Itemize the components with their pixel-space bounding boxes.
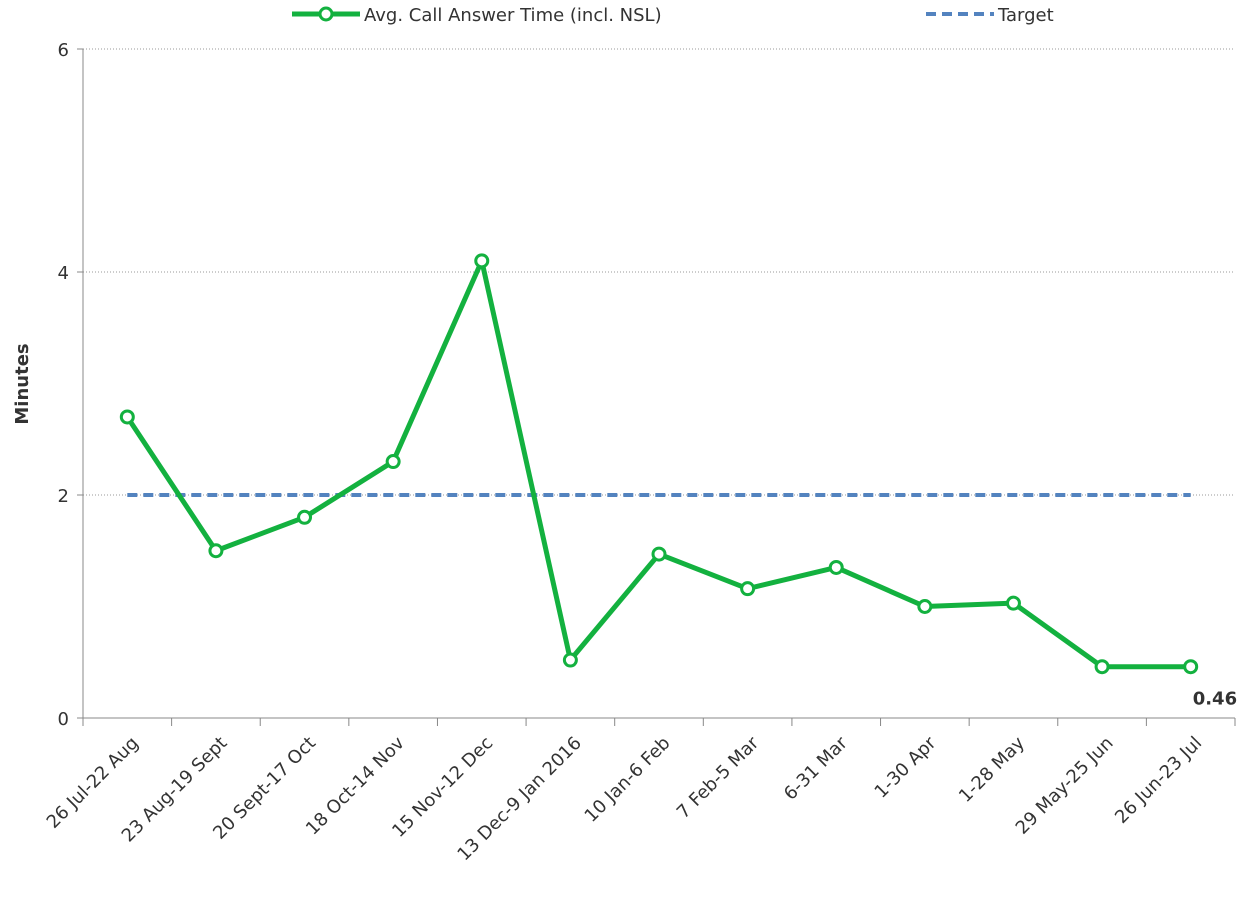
point xyxy=(1094,659,1110,675)
y-tick-label: 2 xyxy=(58,486,69,507)
legend-label: Target xyxy=(997,5,1054,26)
point xyxy=(1183,659,1199,675)
point xyxy=(562,652,578,668)
point xyxy=(119,409,135,425)
point xyxy=(917,599,933,614)
x-tick-label: 1-28 May xyxy=(955,732,1029,806)
x-tick-label: 26 Jun-23 Jul xyxy=(1111,733,1206,828)
point xyxy=(385,454,401,470)
y-tick-label: 6 xyxy=(58,40,69,61)
x-tick-label: 10 Jan-6 Feb xyxy=(581,733,675,827)
legend-label: Avg. Call Answer Time (incl. NSL) xyxy=(364,5,662,26)
point xyxy=(740,581,756,597)
point xyxy=(828,559,844,575)
x-tick-label: 6-31 Mar xyxy=(780,732,852,804)
x-tick-label: 1-30 Apr xyxy=(871,732,941,802)
legend-marker xyxy=(318,6,334,22)
data-label: 0.46 xyxy=(1193,689,1237,710)
point xyxy=(297,509,313,525)
y-axis-label: Minutes xyxy=(12,343,33,424)
x-tick-label: 26 Jul-22 Aug xyxy=(43,733,143,833)
point xyxy=(208,543,224,559)
series-line xyxy=(125,258,1191,670)
x-tick-label: 7 Feb-5 Mar xyxy=(673,732,764,823)
y-tick-label: 0 xyxy=(58,709,69,730)
point xyxy=(474,253,490,269)
y-tick-label: 4 xyxy=(58,263,69,284)
point xyxy=(651,546,667,562)
point xyxy=(1005,595,1021,611)
